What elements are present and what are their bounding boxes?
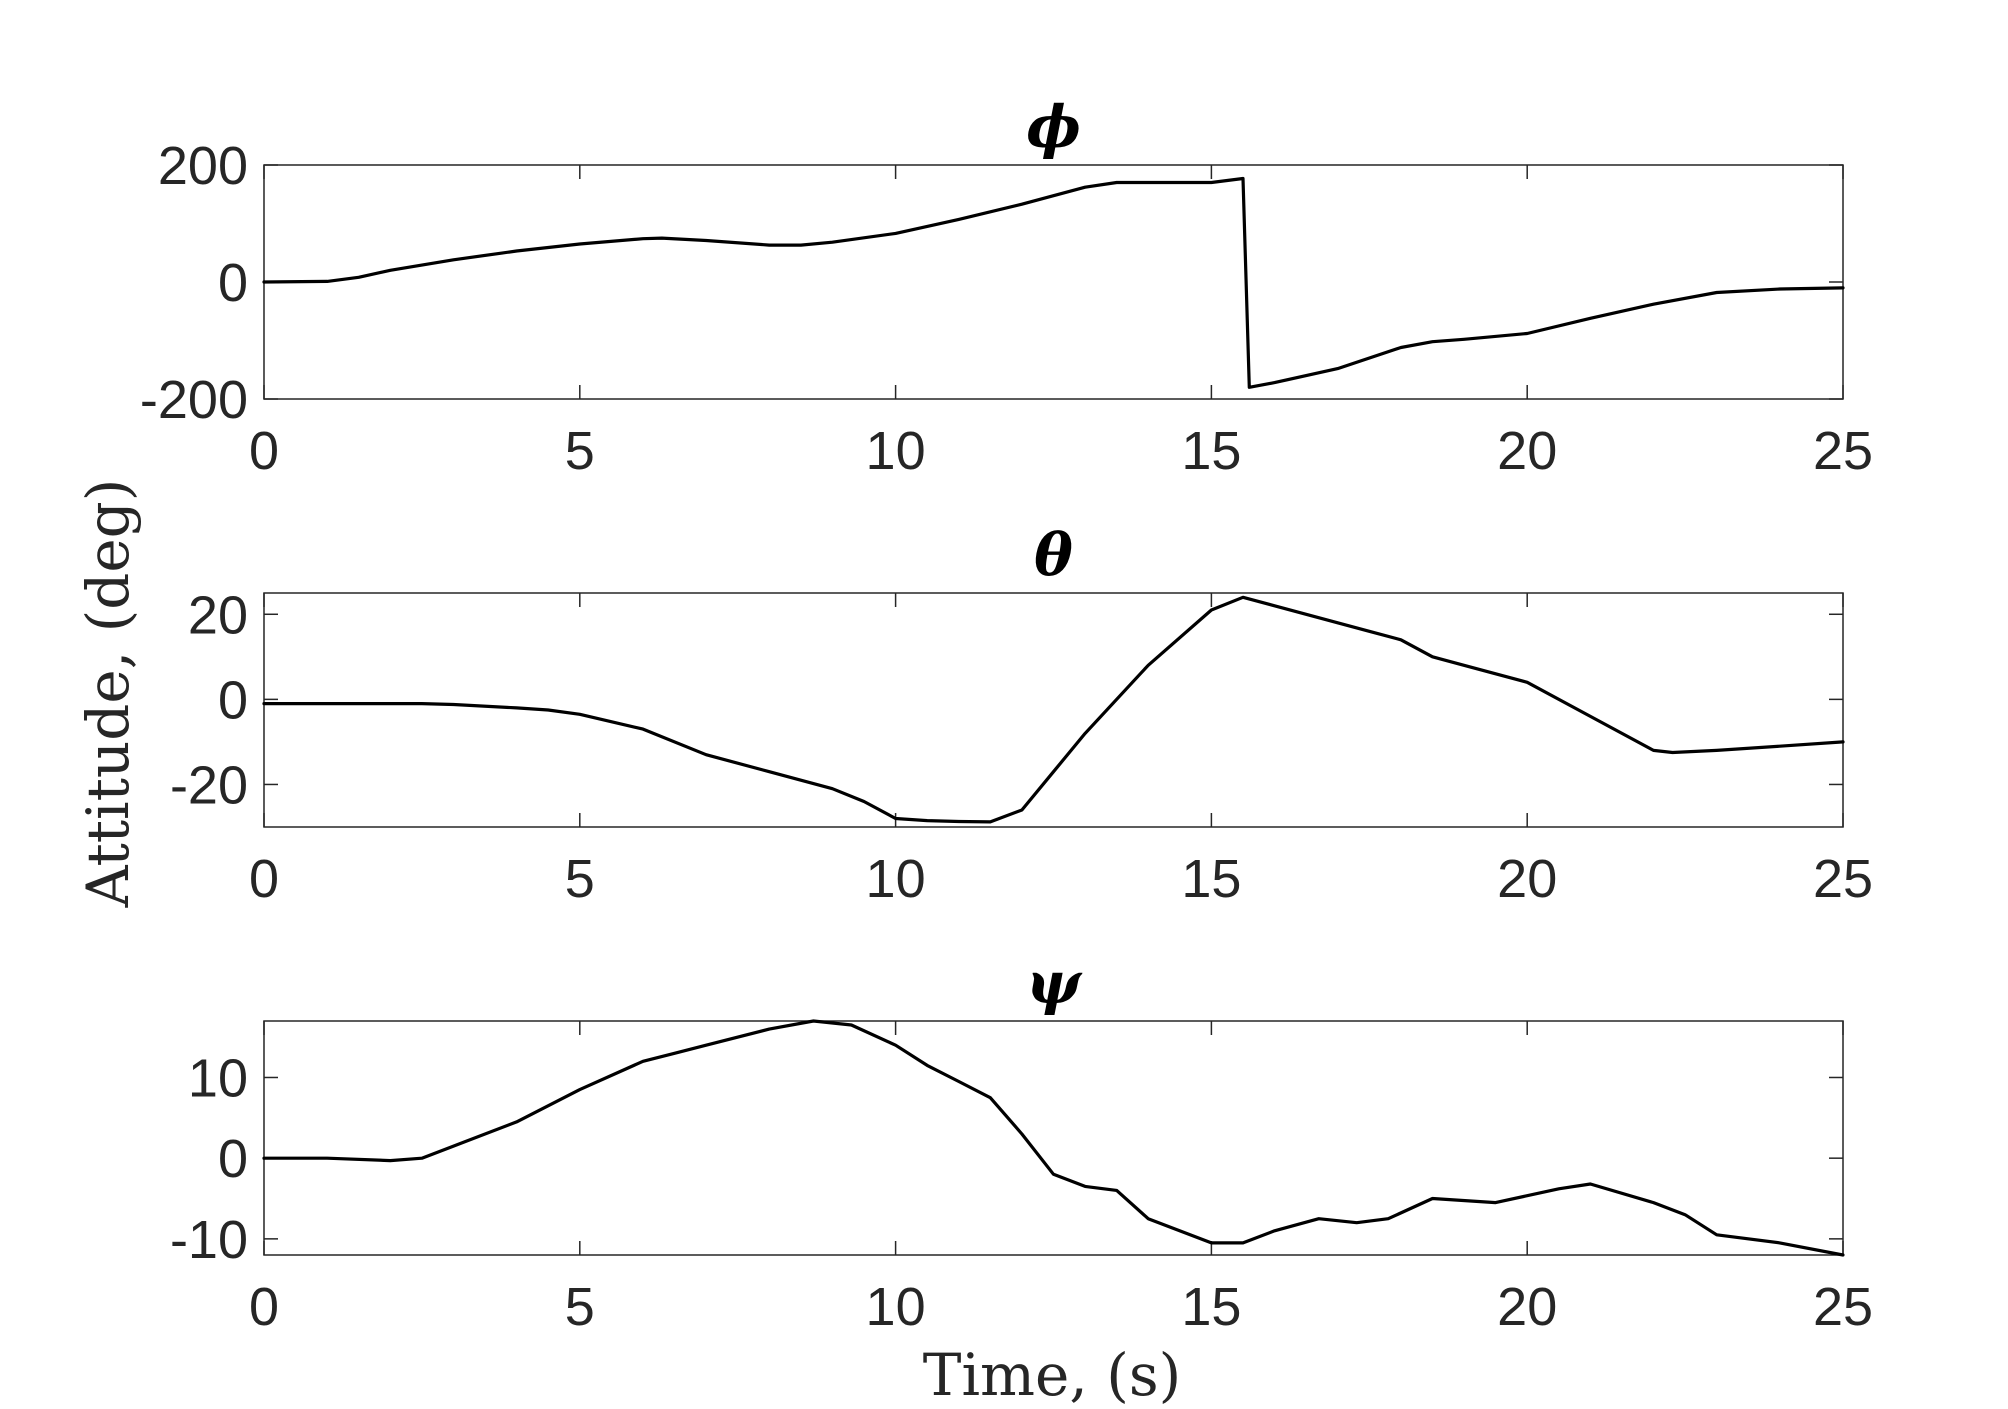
phi-x-tick-label: 0 bbox=[249, 421, 279, 481]
psi-x-tick-label: 20 bbox=[1497, 1277, 1557, 1337]
phi-title: ϕ bbox=[1026, 93, 1081, 161]
psi-series-line bbox=[262, 1019, 1845, 1257]
psi-x-tick-label: 0 bbox=[249, 1277, 279, 1337]
psi-title: ψ bbox=[1026, 949, 1083, 1017]
theta-y-tick-label: 20 bbox=[188, 585, 248, 645]
phi-y-tick-label: 200 bbox=[158, 136, 248, 196]
psi-y-tick-label: 10 bbox=[188, 1048, 248, 1108]
psi-x-tick-label: 25 bbox=[1813, 1277, 1873, 1337]
psi-x-tick-label: 10 bbox=[866, 1277, 926, 1337]
shared-y-axis-label: Attitude, (deg) bbox=[74, 479, 142, 909]
theta-y-tick-label: -20 bbox=[170, 755, 248, 815]
phi-y-tick-label: 0 bbox=[218, 253, 248, 313]
theta-x-tick-label: 20 bbox=[1497, 849, 1557, 909]
theta-x-tick-label: 15 bbox=[1181, 849, 1241, 909]
shared-x-axis-label: Time, (s) bbox=[923, 1341, 1181, 1409]
phi-axes-frame bbox=[263, 164, 1844, 400]
psi-y-tick-label: 0 bbox=[218, 1129, 248, 1189]
theta-series-line bbox=[262, 595, 1845, 824]
phi-x-tick-label: 25 bbox=[1813, 421, 1873, 481]
theta-x-tick-label: 10 bbox=[866, 849, 926, 909]
theta-x-tick-label: 25 bbox=[1813, 849, 1873, 909]
phi-series-line bbox=[262, 176, 1845, 389]
psi-axes-frame bbox=[263, 1020, 1844, 1256]
theta-x-tick-label: 0 bbox=[249, 849, 279, 909]
theta-axes-frame bbox=[263, 592, 1844, 828]
theta-x-tick-label: 5 bbox=[565, 849, 595, 909]
psi-y-tick-label: -10 bbox=[170, 1210, 248, 1270]
phi-x-tick-label: 5 bbox=[565, 421, 595, 481]
theta-y-tick-label: 0 bbox=[218, 670, 248, 730]
phi-y-tick-label: -200 bbox=[140, 370, 248, 430]
psi-x-tick-label: 15 bbox=[1181, 1277, 1241, 1337]
phi-x-tick-label: 15 bbox=[1181, 421, 1241, 481]
theta-title: θ bbox=[1034, 521, 1073, 589]
phi-x-tick-label: 20 bbox=[1497, 421, 1557, 481]
phi-x-tick-label: 10 bbox=[866, 421, 926, 481]
psi-x-tick-label: 5 bbox=[565, 1277, 595, 1337]
